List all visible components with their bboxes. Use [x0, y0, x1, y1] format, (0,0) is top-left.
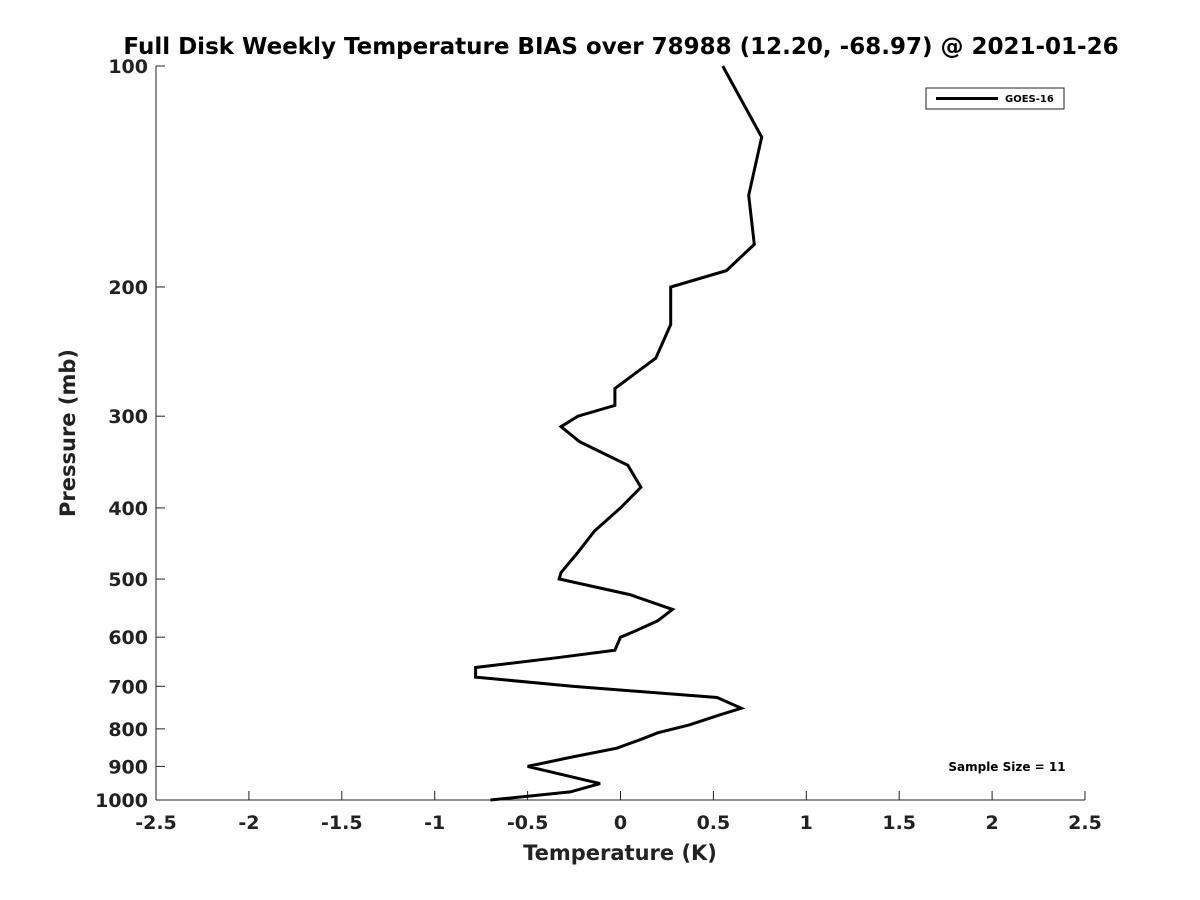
y-tick-label: 400 — [108, 498, 148, 520]
legend-label-goes-16: GOES-16 — [1005, 94, 1054, 105]
y-tick-label: 300 — [108, 406, 148, 428]
series-line-goes-16 — [474, 65, 764, 802]
x-tick-label: 1.5 — [882, 812, 916, 834]
x-tick-label: -1.5 — [321, 812, 363, 834]
x-tick-label: -0.5 — [507, 812, 549, 834]
y-tick-label: 600 — [108, 627, 148, 649]
chart-title: Full Disk Weekly Temperature BIAS over 7… — [123, 34, 1118, 60]
y-tick-label: 500 — [108, 569, 148, 591]
x-tick-label: -1 — [424, 812, 445, 834]
y-axis-ticks: 100 200 300 400 500 600 700 800 900 1000 — [95, 56, 165, 812]
x-tick-label: 0 — [614, 812, 627, 834]
y-tick-label: 1000 — [95, 790, 148, 812]
y-tick-label: 700 — [108, 676, 148, 698]
x-tick-label: 0.5 — [697, 812, 731, 834]
x-tick-label: 1 — [800, 812, 813, 834]
x-tick-label: 2.5 — [1068, 812, 1102, 834]
y-tick-label: 200 — [108, 277, 148, 299]
x-axis-label: Temperature (K) — [523, 841, 717, 865]
x-axis-ticks: -2.5 -2 -1.5 -1 -0.5 0 0.5 1 1.5 2 2.5 — [135, 791, 1102, 834]
y-axis-label: Pressure (mb) — [56, 349, 80, 517]
series-group — [474, 65, 764, 802]
y-tick-label: 900 — [108, 756, 148, 778]
y-tick-label: 800 — [108, 719, 148, 741]
y-tick-label: 100 — [108, 56, 148, 78]
x-tick-label: -2 — [238, 812, 259, 834]
x-tick-label: 2 — [985, 812, 998, 834]
sample-size-annotation: Sample Size = 11 — [948, 760, 1065, 774]
legend: GOES-16 — [925, 87, 1065, 110]
x-tick-label: -2.5 — [135, 812, 177, 834]
